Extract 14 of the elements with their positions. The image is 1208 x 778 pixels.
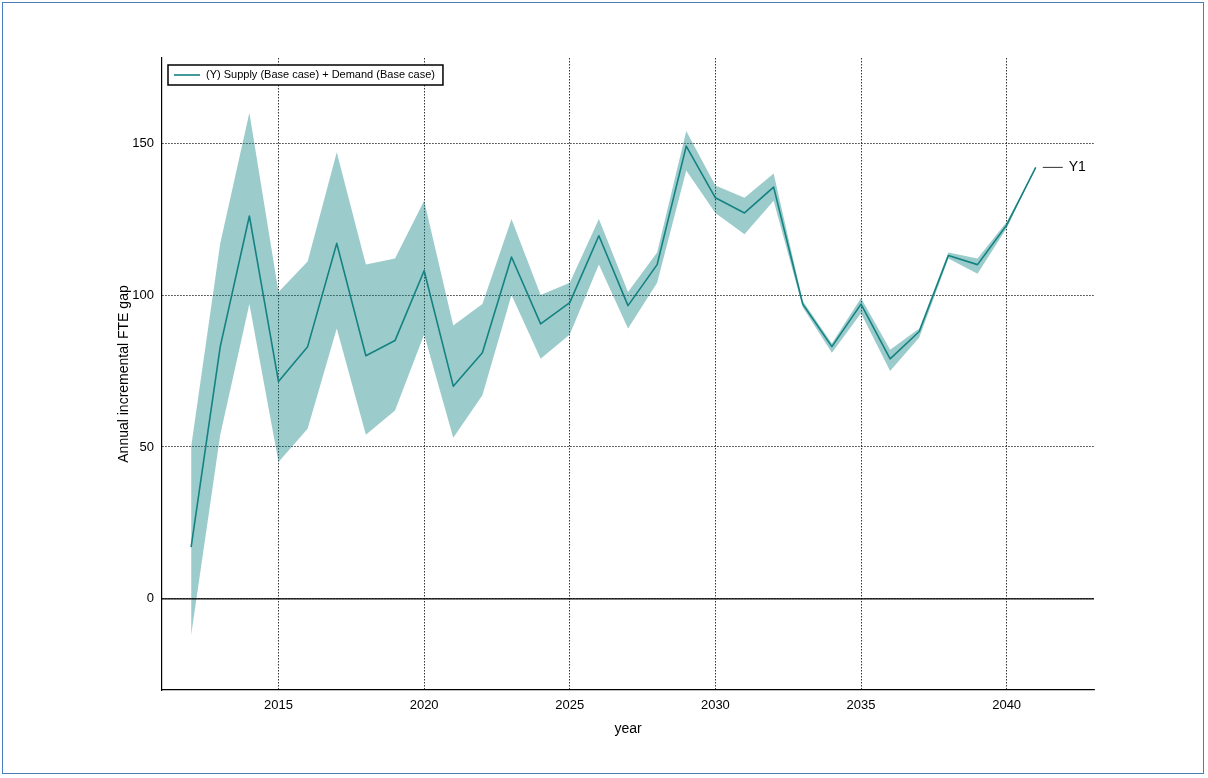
x-tick-label: 2030 [700, 697, 730, 713]
x-tick-label: 2035 [846, 697, 876, 713]
y-tick-label: 150 [132, 134, 154, 150]
x-axis-title: year [614, 720, 642, 737]
y-tick-label: 50 [139, 438, 154, 454]
y-tick-label: 0 [146, 590, 154, 606]
x-tick-label: 2015 [264, 697, 293, 713]
legend-label: (Y) Supply (Base case) + Demand (Base case) [206, 68, 435, 81]
y-axis-title: Annual incremental FTE gap [115, 285, 132, 463]
x-tick-label: 2020 [409, 697, 439, 713]
y-tick-label: 100 [132, 286, 154, 302]
annotation: Y1 [1068, 158, 1087, 175]
x-tick-label: 2025 [555, 697, 585, 713]
x-tick-label: 2040 [992, 697, 1022, 713]
